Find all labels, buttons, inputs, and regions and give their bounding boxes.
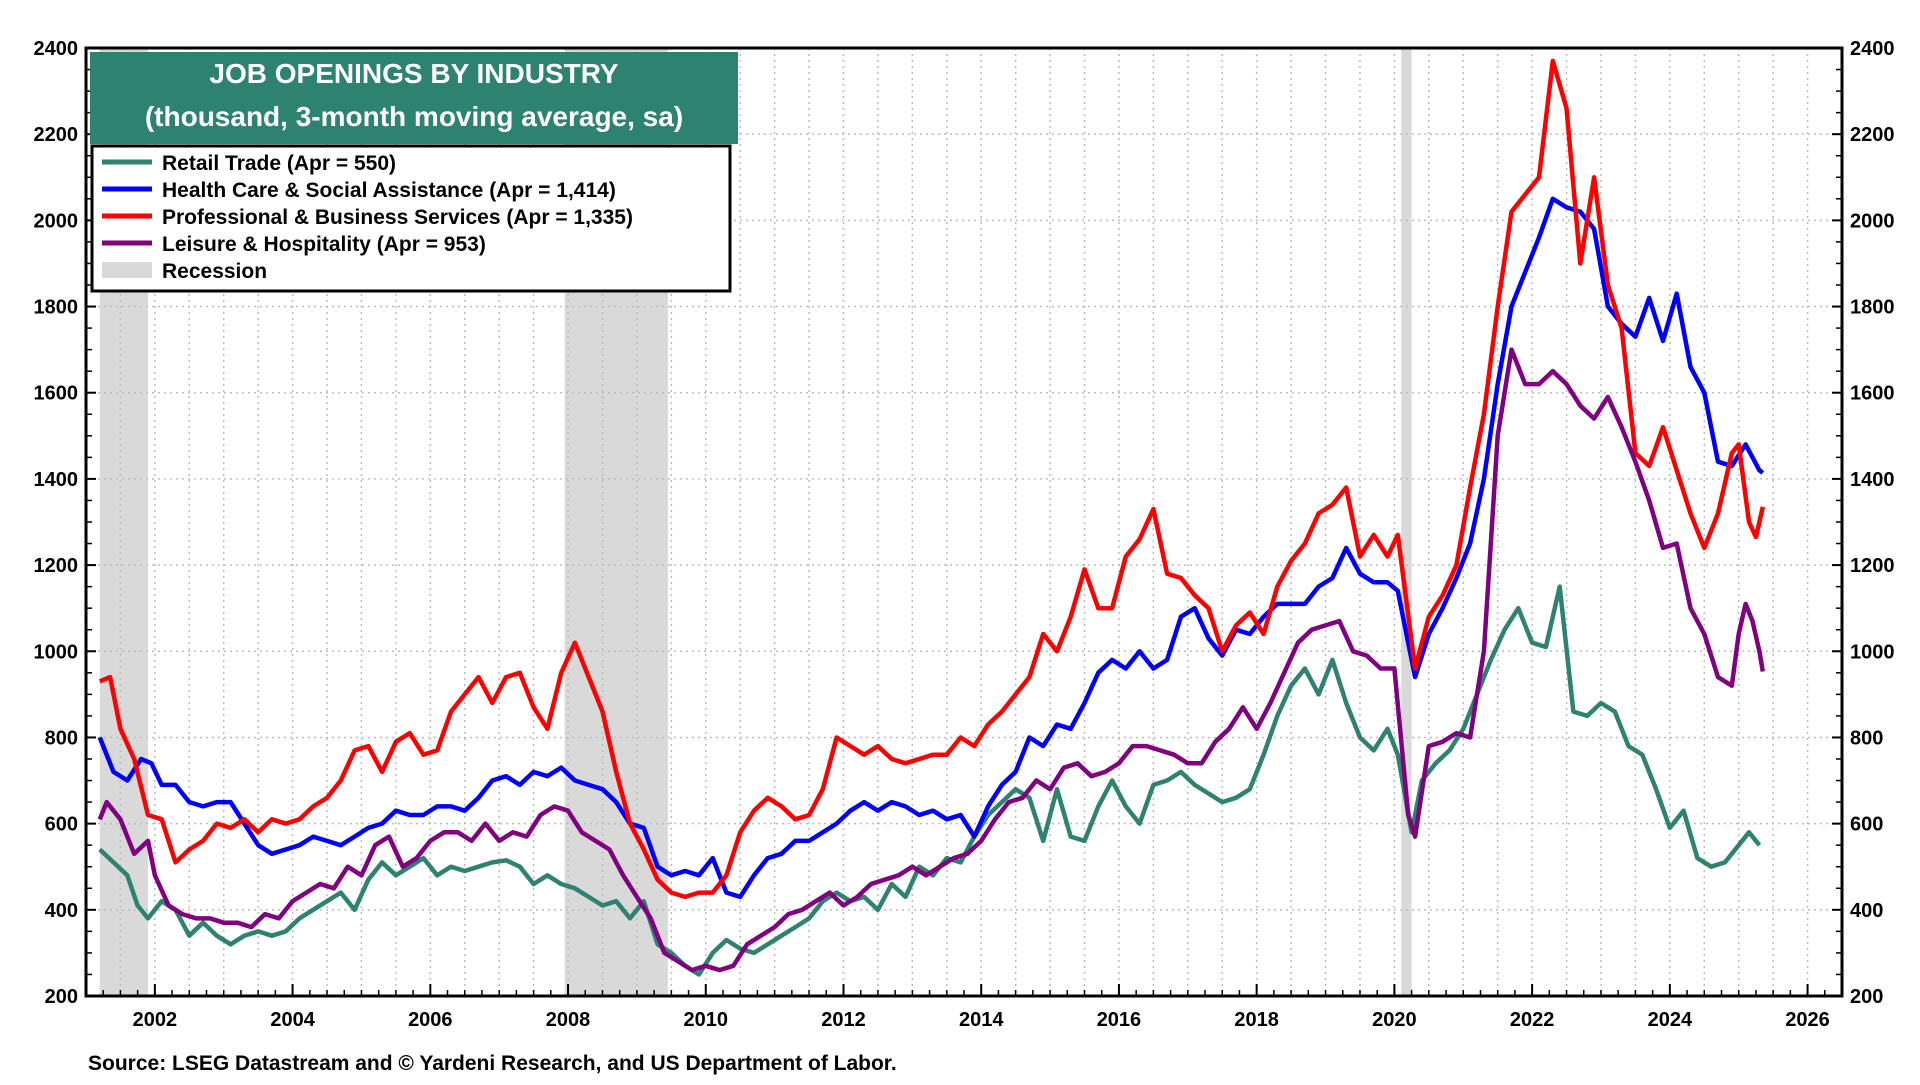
y-tick-label-left: 400 — [45, 900, 78, 922]
y-tick-label-left: 2400 — [34, 38, 79, 60]
y-tick-label-right: 1600 — [1850, 383, 1895, 405]
x-tick-label: 2020 — [1372, 1009, 1417, 1031]
chart-title: JOB OPENINGS BY INDUSTRY — [209, 58, 619, 89]
y-tick-label-left: 200 — [45, 986, 78, 1008]
series-line-0 — [98, 584, 1762, 977]
source-note: Source: LSEG Datastream and © Yardeni Re… — [88, 1052, 897, 1075]
legend-label-leisure: Leisure & Hospitality (Apr = 953) — [162, 233, 486, 256]
y-tick-label-right: 600 — [1850, 814, 1883, 836]
x-tick-label: 2024 — [1648, 1009, 1693, 1031]
series-line-1 — [97, 196, 1765, 900]
y-tick-label-left: 800 — [45, 727, 78, 749]
y-tick-label-right: 2000 — [1850, 210, 1895, 232]
title-box — [90, 52, 738, 144]
y-tick-label-left: 1200 — [34, 555, 79, 577]
legend-label-recession: Recession — [162, 260, 267, 283]
series-line-3 — [97, 347, 1766, 973]
x-tick-label: 2002 — [133, 1009, 178, 1031]
y-tick-label-left: 600 — [45, 814, 78, 836]
legend-label-health: Health Care & Social Assistance (Apr = 1… — [162, 179, 616, 202]
y-tick-label-right: 1000 — [1850, 641, 1895, 663]
y-tick-label-right: 800 — [1850, 727, 1883, 749]
legend-swatch-recession — [102, 262, 152, 278]
y-tick-label-right: 1800 — [1850, 297, 1895, 319]
x-tick-label: 2006 — [408, 1009, 453, 1031]
legend: Retail Trade (Apr = 550) Health Care & S… — [90, 144, 732, 293]
y-tick-label-right: 2400 — [1850, 38, 1895, 60]
series-line-2 — [98, 58, 1765, 900]
x-tick-label: 2026 — [1785, 1009, 1830, 1031]
y-tick-label-right: 1400 — [1850, 469, 1895, 491]
legend-label-professional: Professional & Business Services (Apr = … — [162, 206, 633, 229]
x-tick-label: 2018 — [1234, 1009, 1279, 1031]
y-tick-label-right: 400 — [1850, 900, 1883, 922]
x-tick-label: 2016 — [1097, 1009, 1142, 1031]
x-tick-label: 2008 — [546, 1009, 591, 1031]
y-tick-label-left: 2000 — [34, 210, 79, 232]
y-tick-label-left: 1400 — [34, 469, 79, 491]
y-tick-label-left: 1600 — [34, 383, 79, 405]
plot-frame — [84, 46, 1844, 998]
x-tick-label: 2012 — [821, 1009, 866, 1031]
y-tick-label-left: 1800 — [34, 297, 79, 319]
y-tick-label-right: 1200 — [1850, 555, 1895, 577]
y-tick-label-left: 2200 — [34, 124, 79, 146]
x-tick-label: 2014 — [959, 1009, 1004, 1031]
x-tick-label: 2004 — [270, 1009, 315, 1031]
x-tick-label: 2022 — [1510, 1009, 1555, 1031]
x-tick-label: 2010 — [684, 1009, 729, 1031]
y-tick-label-left: 1000 — [34, 641, 79, 663]
y-tick-label-right: 2200 — [1850, 124, 1895, 146]
legend-label-retail: Retail Trade (Apr = 550) — [162, 152, 396, 175]
recession-band — [1401, 48, 1412, 996]
chart-subtitle: (thousand, 3-month moving average, sa) — [145, 101, 683, 132]
y-tick-label-right: 200 — [1850, 986, 1883, 1008]
